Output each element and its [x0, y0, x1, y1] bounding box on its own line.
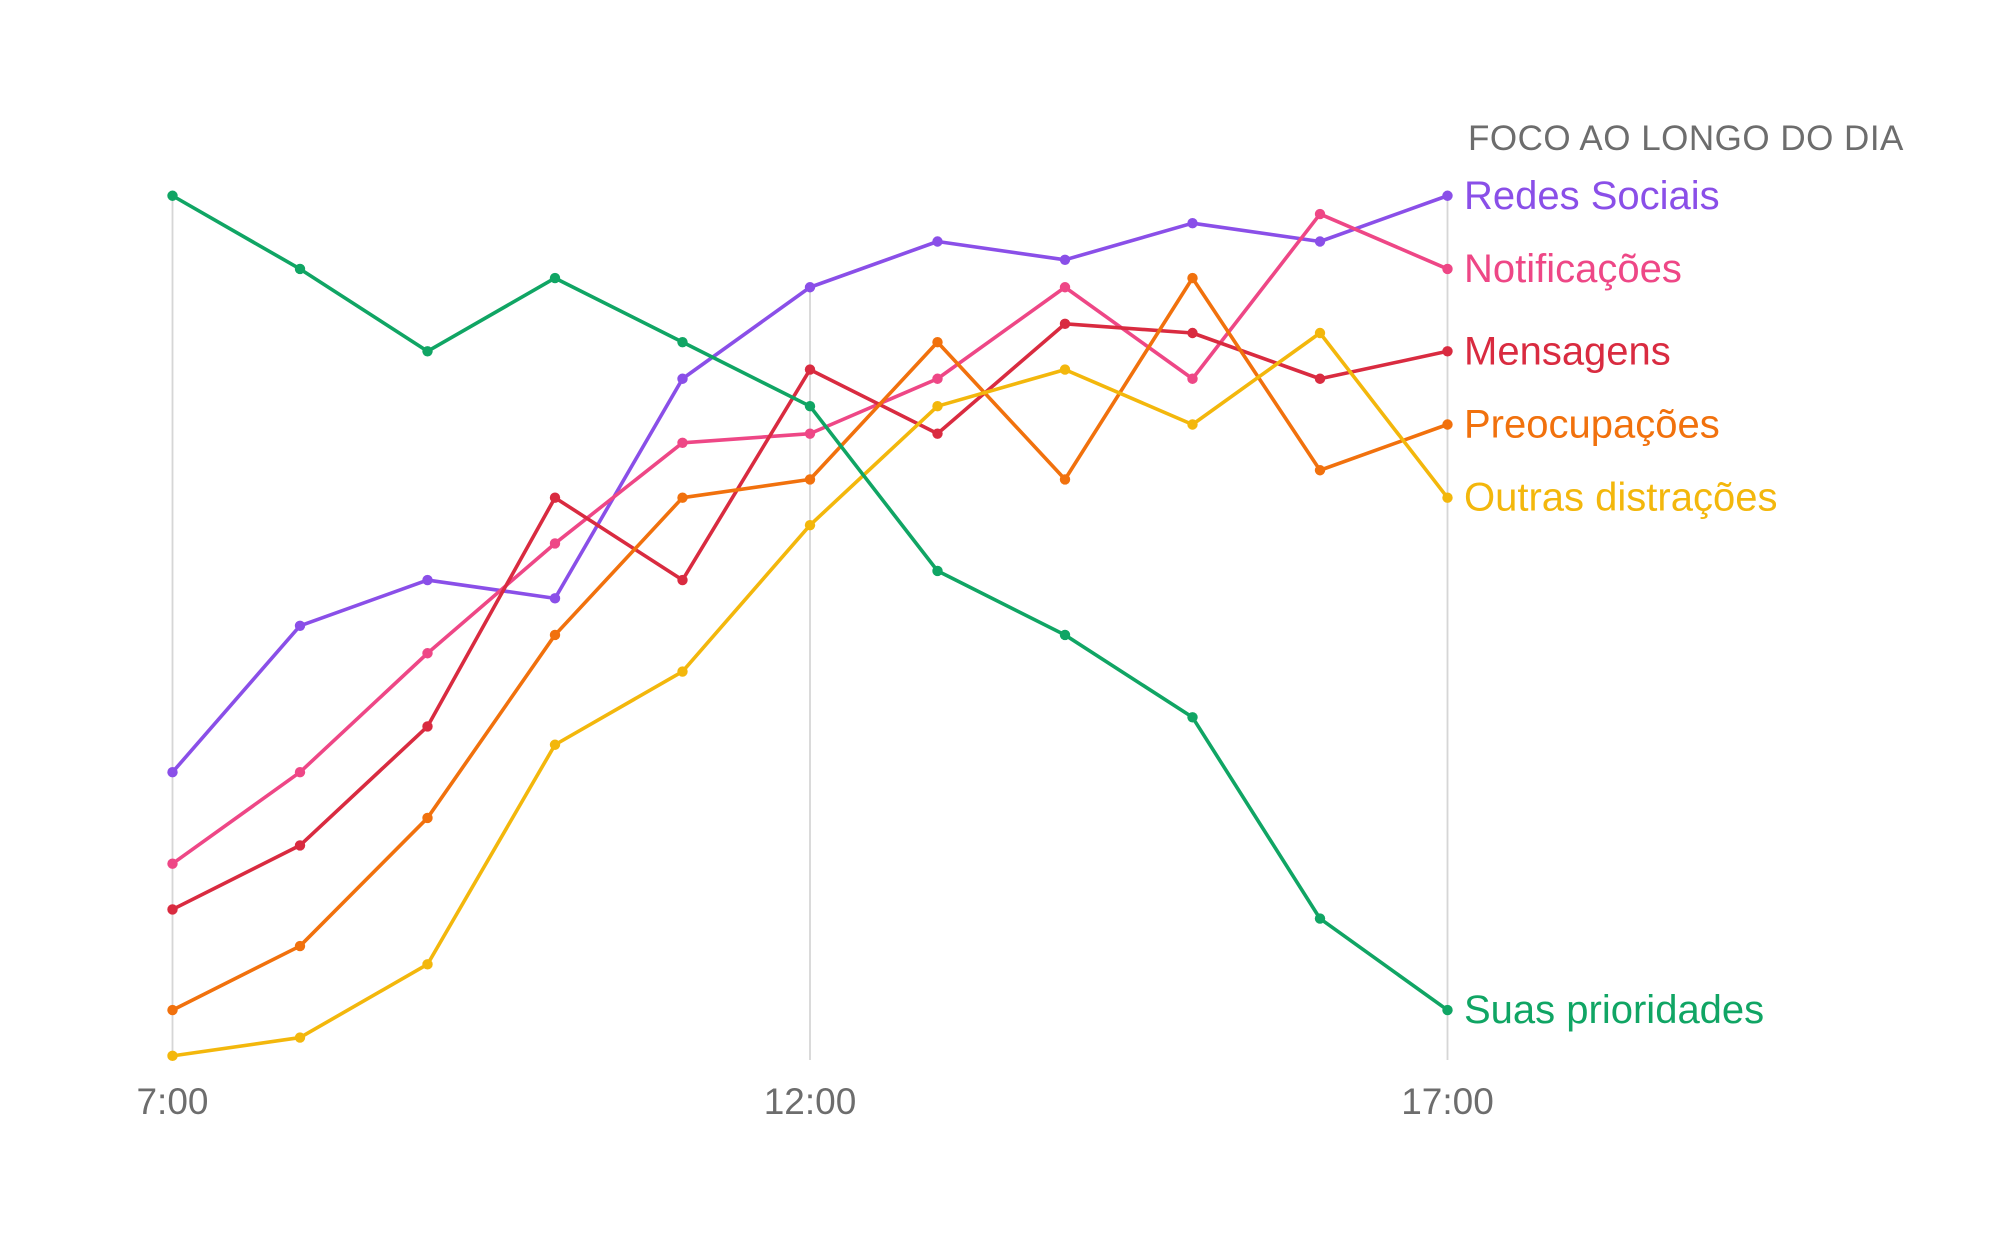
data-point-mensagens: [804, 364, 816, 375]
data-point-redes-sociais: [804, 282, 816, 293]
data-point-suas-prioridades: [549, 272, 561, 284]
data-point-outras-distracoes: [677, 666, 688, 677]
data-point-mensagens: [932, 428, 943, 439]
data-point-suas-prioridades: [1059, 629, 1071, 641]
x-tick-label-17:00: 17:00: [1401, 1081, 1494, 1122]
data-point-notificacoes: [167, 858, 178, 869]
series-outras-distracoes: [167, 327, 1453, 1062]
data-point-preocupacoes: [677, 492, 688, 503]
data-point-outras-distracoes: [804, 519, 816, 531]
x-tick-label-7:00: 7:00: [136, 1081, 208, 1122]
data-point-redes-sociais: [1442, 190, 1453, 201]
data-point-suas-prioridades: [804, 401, 816, 412]
series-suas-prioridades: [167, 190, 1453, 1016]
series-notificacoes: [167, 208, 1453, 869]
data-point-mensagens: [1059, 318, 1071, 330]
legend-label-notificacoes: Notificações: [1464, 247, 1682, 291]
data-point-notificacoes: [932, 373, 943, 384]
data-point-mensagens: [677, 574, 688, 586]
data-point-preocupacoes: [804, 474, 816, 485]
series-redes-sociais: [167, 190, 1453, 778]
data-point-outras-distracoes: [1059, 364, 1071, 375]
data-point-mensagens: [1187, 327, 1198, 339]
data-point-outras-distracoes: [167, 1050, 178, 1062]
data-point-suas-prioridades: [294, 263, 306, 275]
data-point-outras-distracoes: [1314, 327, 1326, 339]
data-point-outras-distracoes: [294, 1032, 306, 1043]
data-point-preocupacoes: [549, 629, 561, 641]
series-mensagens: [167, 318, 1453, 915]
data-point-notificacoes: [677, 437, 688, 448]
data-point-suas-prioridades: [932, 565, 943, 577]
legend-label-mensagens: Mensagens: [1464, 329, 1671, 373]
legend-label-outras-distracoes: Outras distrações: [1464, 476, 1777, 520]
data-point-mensagens: [1314, 373, 1326, 384]
data-point-preocupacoes: [167, 1004, 178, 1016]
data-point-outras-distracoes: [1442, 492, 1453, 503]
legend-label-preocupacoes: Preocupações: [1464, 403, 1720, 447]
data-point-suas-prioridades: [422, 346, 433, 357]
data-point-notificacoes: [804, 428, 816, 439]
data-point-preocupacoes: [1187, 272, 1198, 284]
data-point-suas-prioridades: [167, 190, 178, 201]
data-point-notificacoes: [1314, 208, 1326, 220]
data-point-outras-distracoes: [1187, 419, 1198, 430]
legend-label-suas-prioridades: Suas prioridades: [1464, 988, 1764, 1032]
legend: Redes Sociais Notificações Mensagens Preocu…: [1464, 174, 1777, 1032]
data-point-redes-sociais: [294, 620, 306, 631]
data-point-suas-prioridades: [1314, 913, 1326, 924]
data-point-redes-sociais: [167, 767, 178, 778]
data-point-preocupacoes: [1442, 419, 1453, 430]
legend-label-redes-sociais: Redes Sociais: [1464, 174, 1720, 218]
data-point-suas-prioridades: [677, 336, 688, 348]
data-point-preocupacoes: [1059, 474, 1071, 485]
series-preocupacoes: [167, 272, 1453, 1016]
gridlines: [171, 195, 1449, 1060]
data-point-redes-sociais: [1314, 236, 1326, 247]
data-point-outras-distracoes: [549, 739, 561, 750]
data-point-mensagens: [422, 721, 433, 732]
data-point-redes-sociais: [549, 593, 561, 604]
data-point-suas-prioridades: [1442, 1004, 1453, 1016]
data-point-notificacoes: [422, 648, 433, 659]
series-lines: [167, 190, 1453, 1062]
data-point-notificacoes: [1187, 373, 1198, 384]
data-point-mensagens: [1442, 346, 1453, 357]
data-point-notificacoes: [549, 538, 561, 549]
data-point-mensagens: [549, 492, 561, 503]
chart-title: FOCO AO LONGO DO DIA: [1468, 119, 1904, 158]
data-point-redes-sociais: [422, 574, 433, 586]
data-point-mensagens: [167, 904, 178, 915]
data-point-preocupacoes: [422, 812, 433, 824]
data-point-mensagens: [294, 840, 306, 851]
data-point-preocupacoes: [932, 336, 943, 348]
data-point-preocupacoes: [1314, 465, 1326, 476]
data-point-redes-sociais: [1059, 254, 1071, 265]
data-point-notificacoes: [294, 767, 306, 778]
data-point-notificacoes: [1442, 263, 1453, 275]
data-point-redes-sociais: [1187, 218, 1198, 229]
data-point-outras-distracoes: [932, 401, 943, 412]
data-point-preocupacoes: [294, 940, 306, 952]
x-axis-labels: 7:00 12:00 17:00: [136, 1081, 1493, 1122]
data-point-suas-prioridades: [1187, 712, 1198, 723]
data-point-redes-sociais: [677, 373, 688, 384]
data-point-notificacoes: [1059, 282, 1071, 293]
data-point-redes-sociais: [932, 236, 943, 247]
data-point-outras-distracoes: [422, 959, 433, 970]
x-tick-label-12:00: 12:00: [764, 1081, 857, 1122]
